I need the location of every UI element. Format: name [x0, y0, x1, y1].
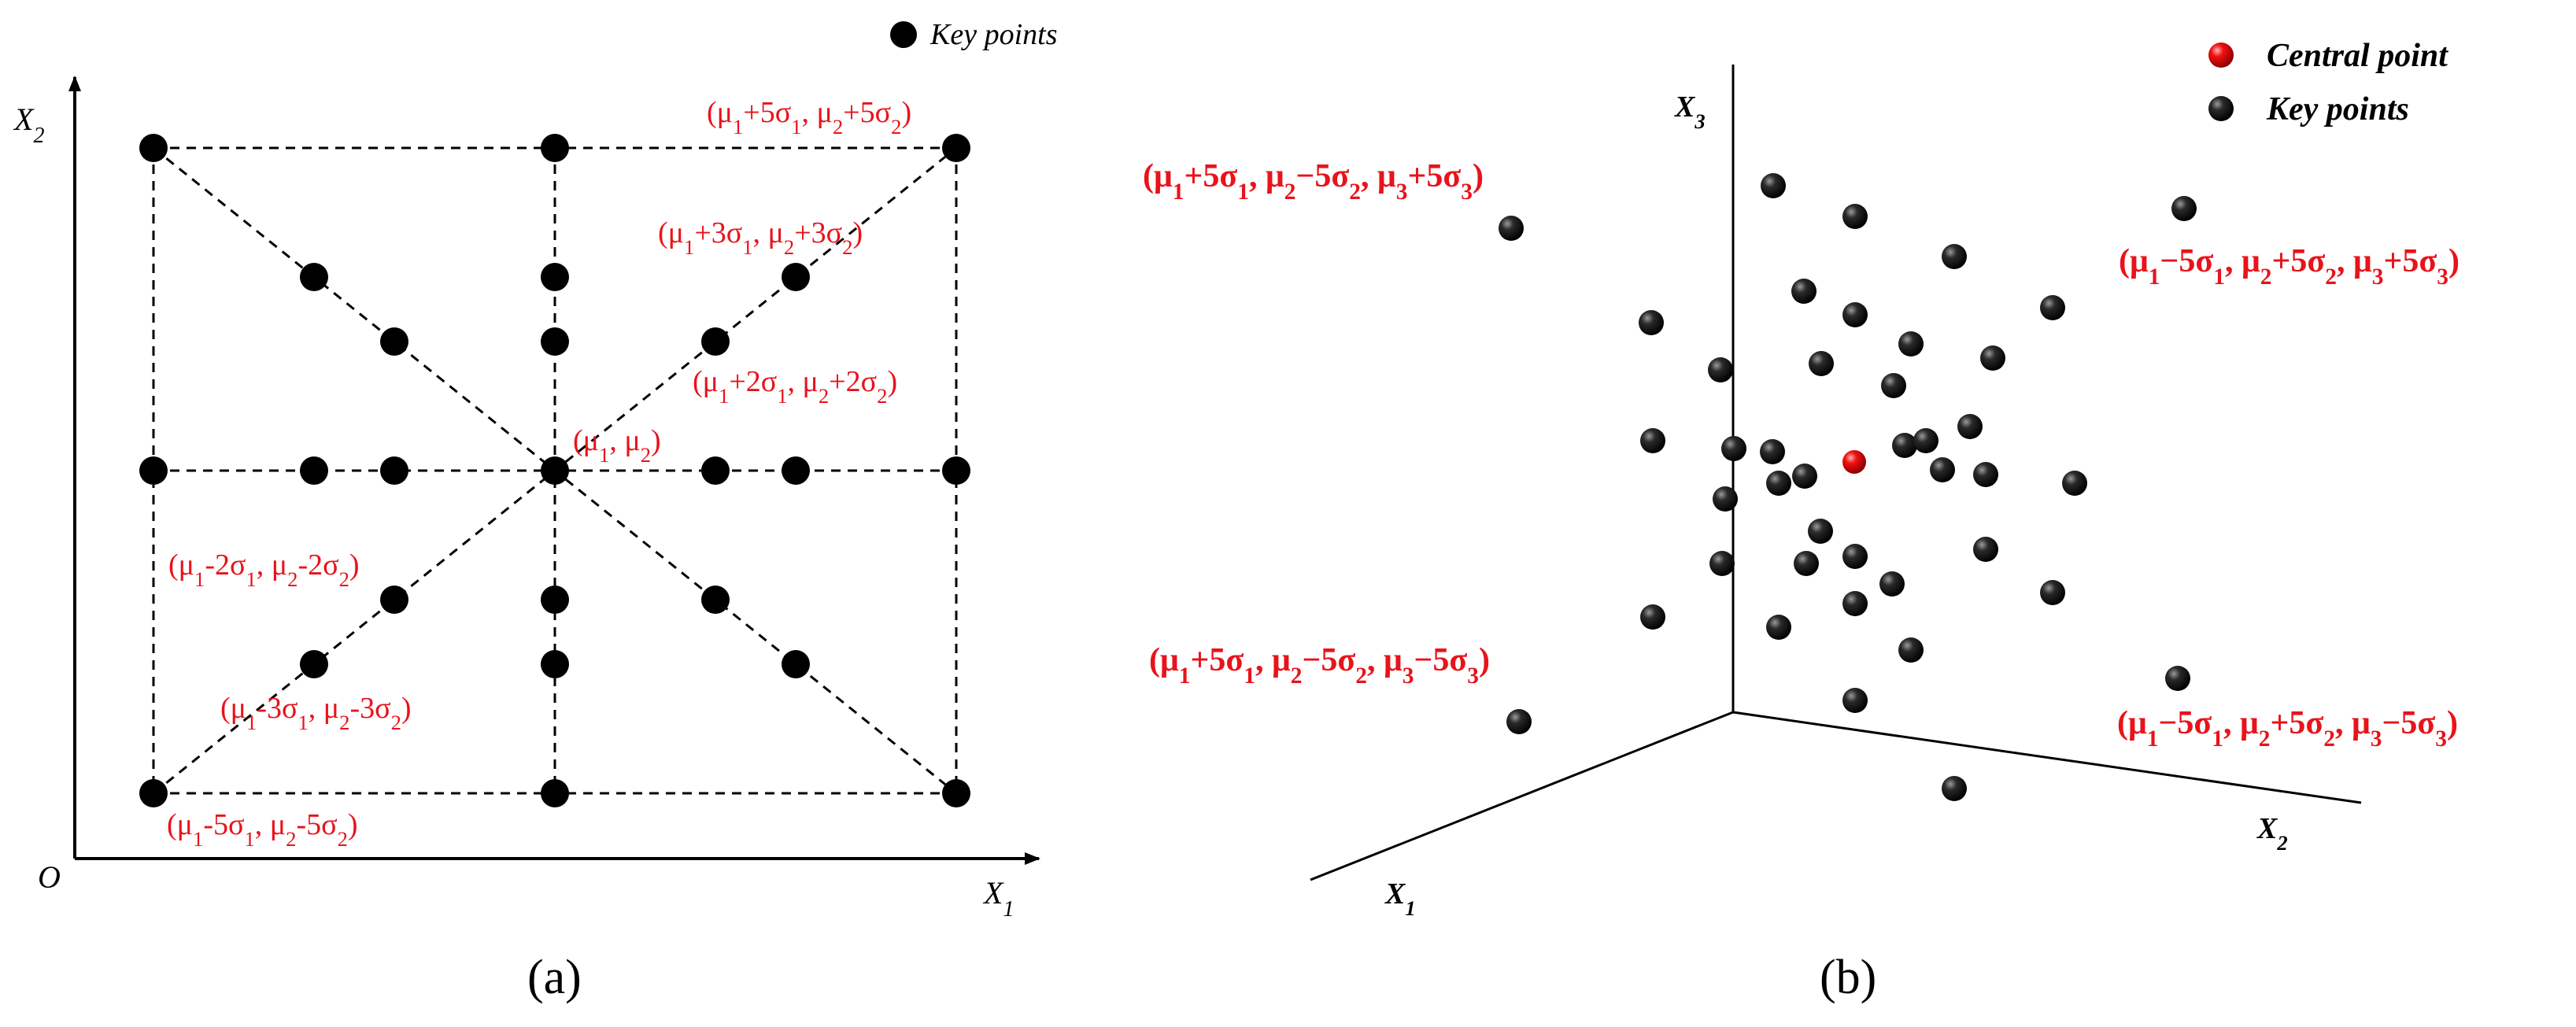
label-3d-bottom-right: (μ1−5σ1, μ2+5σ2, μ3−5σ3) [2117, 705, 2458, 752]
axis-label-x1: X1 [982, 875, 1014, 922]
x2-axis-3d [1732, 711, 2362, 804]
key-point-sphere [1721, 436, 1746, 461]
key-point-sphere [1791, 279, 1817, 304]
key-point-sphere [1760, 439, 1785, 464]
key-point-sphere [1842, 204, 1868, 229]
label-minus2: (μ1-2σ1, μ2-2σ2) [168, 549, 360, 591]
key-point-sphere [1766, 615, 1791, 640]
key-point [782, 456, 810, 485]
key-point [541, 263, 569, 291]
key-point [701, 456, 730, 485]
key-point-sphere [1708, 357, 1733, 382]
key-point-sphere [1792, 464, 1817, 489]
label-3d-bottom-left: (μ1+5σ1, μ2−5σ2, μ3−5σ3) [1149, 642, 1490, 689]
key-point-sphere [1898, 331, 1924, 356]
key-point-sphere [1761, 173, 1786, 198]
legend-central-point-label: Central point [2267, 38, 2448, 74]
origin-label: O [38, 859, 61, 895]
caption-b: (b) [1820, 951, 1876, 1004]
key-point-sphere [1499, 216, 1524, 241]
label-plus2: (μ1+2σ1, μ2+2σ2) [693, 365, 897, 408]
label-minus3: (μ1-3σ1, μ2-3σ2) [220, 692, 412, 734]
key-point-sphere [1639, 310, 1664, 335]
legend-key-points-label: Key points [930, 18, 1057, 51]
legend-key-point-3d-marker [2208, 96, 2234, 121]
key-point [701, 586, 730, 614]
central-point-sphere [1842, 450, 1866, 474]
key-point [541, 134, 569, 162]
key-point-sphere [2062, 471, 2087, 496]
label-minus5: (μ1-5σ1, μ2-5σ2) [167, 808, 358, 851]
key-point-sphere [1766, 471, 1791, 496]
key-point [380, 327, 408, 356]
key-point [541, 456, 569, 485]
key-point [380, 586, 408, 614]
key-point-sphere [1809, 351, 1834, 376]
key-point-sphere [2171, 196, 2197, 221]
axis-label-x3: X3 [1674, 91, 1706, 133]
key-point-sphere [1842, 591, 1868, 616]
key-point-sphere [1709, 551, 1735, 576]
x1-axis-3d [1310, 711, 1734, 881]
key-point-sphere [1842, 544, 1868, 569]
panel-a: X2 X1 O Key points (μ1+5σ1, μ2+5σ2) (μ1+… [13, 18, 1057, 1004]
legend-key-points-3d-label: Key points [2266, 91, 2409, 127]
key-point [300, 456, 328, 485]
key-point [139, 779, 168, 807]
key-point-sphere [1881, 373, 1906, 398]
key-point-sphere [2040, 580, 2065, 605]
key-points-3d [1499, 173, 2197, 801]
key-point [541, 327, 569, 356]
key-point [541, 779, 569, 807]
key-point-sphere [1842, 688, 1868, 713]
label-3d-top-right: (μ1−5σ1, μ2+5σ2, μ3+5σ3) [2119, 243, 2460, 290]
key-point [942, 456, 970, 485]
legend-key-point-marker [890, 21, 917, 48]
key-point [139, 134, 168, 162]
axis-label-x1-3d: X1 [1384, 877, 1416, 920]
caption-a: (a) [527, 951, 582, 1004]
panel-b: X3 X1 X2 Central point Key points (μ1+5σ… [1143, 38, 2460, 1004]
key-point [942, 779, 970, 807]
key-points-grid [139, 134, 970, 807]
key-point-sphere [1713, 486, 1738, 512]
key-point-sphere [1973, 537, 1998, 562]
key-point-sphere [1980, 345, 2005, 371]
label-plus5: (μ1+5σ1, μ2+5σ2) [707, 96, 911, 139]
label-center: (μ1, μ2) [573, 424, 661, 467]
key-point-sphere [1842, 302, 1868, 327]
key-point-sphere [1640, 604, 1665, 630]
axis-label-x2-3d: X2 [2256, 812, 2288, 855]
key-point-sphere [1640, 428, 1665, 453]
key-point-sphere [1942, 776, 1967, 801]
key-point-sphere [1957, 414, 1983, 439]
label-3d-top-left: (μ1+5σ1, μ2−5σ2, μ3+5σ3) [1143, 158, 1484, 205]
key-point [139, 456, 168, 485]
key-point-sphere [1942, 244, 1967, 269]
key-point [942, 134, 970, 162]
key-point-sphere [1892, 433, 1917, 458]
key-point-sphere [1930, 457, 1955, 482]
axis-label-x2: X2 [13, 102, 44, 148]
key-point [782, 650, 810, 678]
key-point-sphere [1506, 709, 1532, 734]
key-point [541, 586, 569, 614]
key-point-sphere [1973, 462, 1998, 487]
key-point-sphere [1913, 428, 1938, 453]
key-point-sphere [1879, 571, 1905, 597]
label-plus3: (μ1+3σ1, μ2+3σ2) [658, 216, 863, 259]
key-point [380, 456, 408, 485]
key-point [300, 650, 328, 678]
key-point-sphere [2165, 666, 2190, 691]
key-point-sphere [1794, 551, 1819, 576]
key-point-sphere [1808, 519, 1833, 544]
key-point [701, 327, 730, 356]
key-point [782, 263, 810, 291]
key-point [541, 650, 569, 678]
legend-central-point-marker [2208, 42, 2234, 68]
key-point [300, 263, 328, 291]
key-point-sphere [1898, 637, 1924, 663]
key-point-sphere [2040, 295, 2065, 320]
